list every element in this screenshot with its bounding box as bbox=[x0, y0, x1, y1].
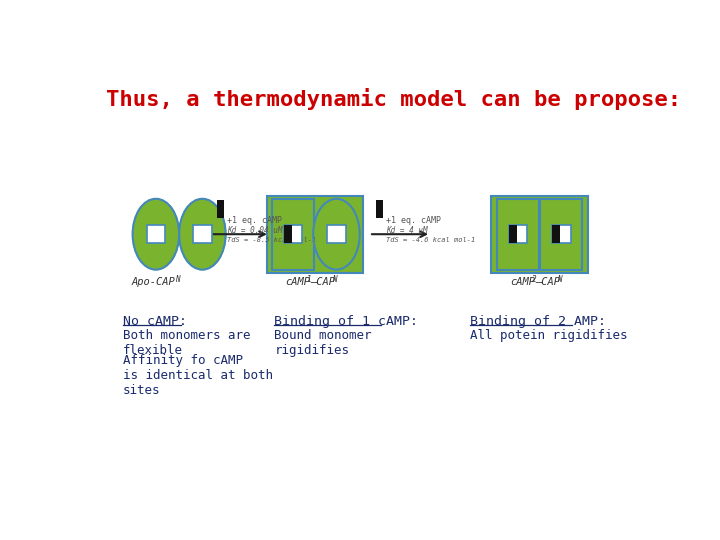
Bar bbox=[552, 225, 560, 244]
Bar bbox=[377, 200, 383, 218]
Text: N: N bbox=[332, 275, 336, 284]
Bar bbox=[508, 225, 516, 244]
Text: –CAP: –CAP bbox=[535, 278, 560, 287]
Text: Both monomers are
flexible: Both monomers are flexible bbox=[122, 329, 250, 357]
Text: N: N bbox=[175, 275, 180, 284]
Text: Binding of 1 cAMP:: Binding of 1 cAMP: bbox=[274, 315, 418, 328]
Bar bbox=[540, 199, 582, 269]
Bar bbox=[497, 199, 539, 269]
Text: –CAP: –CAP bbox=[310, 278, 335, 287]
Text: All potein rigidifies: All potein rigidifies bbox=[469, 329, 627, 342]
Ellipse shape bbox=[313, 199, 360, 269]
Bar bbox=[217, 200, 225, 218]
Bar bbox=[284, 225, 292, 244]
Text: cAMP: cAMP bbox=[285, 278, 310, 287]
Bar bbox=[552, 225, 570, 244]
Text: 2: 2 bbox=[532, 275, 536, 284]
Text: 1: 1 bbox=[307, 275, 312, 284]
Text: Apo-CAP: Apo-CAP bbox=[132, 278, 175, 287]
Text: N: N bbox=[557, 275, 561, 284]
Text: Kd = 4 uM: Kd = 4 uM bbox=[386, 226, 428, 235]
Bar bbox=[508, 225, 527, 244]
Text: Binding of 2 AMP:: Binding of 2 AMP: bbox=[469, 315, 606, 328]
Text: TdS = -8.5 kcal mol-1: TdS = -8.5 kcal mol-1 bbox=[228, 238, 316, 244]
Text: +1 eq. cAMP: +1 eq. cAMP bbox=[228, 216, 282, 225]
Text: Kd = 0.04 uM: Kd = 0.04 uM bbox=[228, 226, 283, 235]
Bar bbox=[327, 225, 346, 244]
Ellipse shape bbox=[132, 199, 179, 269]
Text: TdS = -4.6 kcal mol-1: TdS = -4.6 kcal mol-1 bbox=[386, 238, 475, 244]
Text: Bound monomer
rigidifies: Bound monomer rigidifies bbox=[274, 329, 372, 357]
Text: Thus, a thermodynamic model can be propose:: Thus, a thermodynamic model can be propo… bbox=[106, 88, 680, 110]
Bar bbox=[284, 225, 302, 244]
Bar bbox=[266, 195, 363, 273]
Bar bbox=[272, 199, 314, 269]
Text: No cAMP:: No cAMP: bbox=[122, 315, 186, 328]
Text: Affinity fo cAMP
is identical at both
sites: Affinity fo cAMP is identical at both si… bbox=[122, 354, 273, 396]
Ellipse shape bbox=[179, 199, 225, 269]
Bar bbox=[193, 225, 212, 244]
Text: cAMP: cAMP bbox=[510, 278, 535, 287]
Text: +1 eq. cAMP: +1 eq. cAMP bbox=[386, 216, 441, 225]
Bar bbox=[492, 195, 588, 273]
Bar bbox=[147, 225, 165, 244]
